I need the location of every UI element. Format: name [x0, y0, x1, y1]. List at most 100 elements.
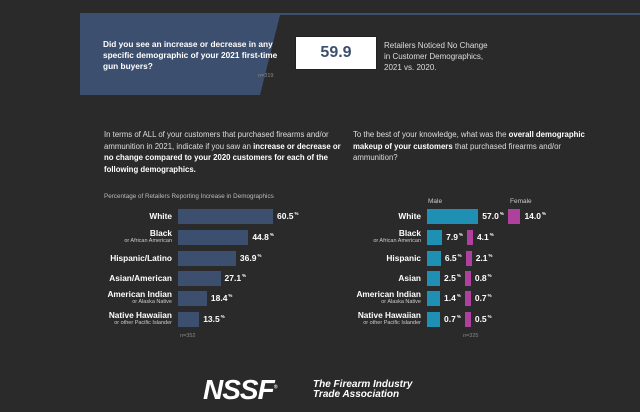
- value-number: 4.1: [476, 232, 489, 242]
- bar-row: Native Hawaiian or other Pacific Islander…: [315, 310, 492, 328]
- category-label: Asian: [398, 273, 421, 283]
- unit: %: [542, 211, 547, 217]
- category-label: Asian/American: [109, 273, 172, 283]
- top-divider: [80, 13, 640, 15]
- category-sublabel: or other Pacific Islander: [363, 320, 421, 326]
- question-text: that purchased firearms and/or ammunitio…: [353, 141, 562, 163]
- female-header: Female: [510, 198, 532, 205]
- nssf-logo: NSSF®: [203, 374, 277, 405]
- value-number: 18.4: [210, 293, 228, 303]
- category-label: American Indian: [107, 289, 172, 299]
- bar-label: Asian: [315, 274, 421, 282]
- bar-label: White: [315, 212, 421, 220]
- value-number: 6.5: [444, 253, 457, 263]
- bar-row: Black or African American 44.8%: [70, 228, 274, 246]
- logo-text: NSSF: [203, 374, 275, 405]
- bar-label: American Indian or Alaska Native: [315, 290, 421, 306]
- unit: %: [487, 273, 492, 279]
- unit: %: [269, 232, 274, 238]
- female-bar: [464, 270, 471, 286]
- tagline-line: Trade Association: [313, 389, 400, 400]
- male-header: Male: [428, 198, 443, 205]
- category-label: Hispanic/Latino: [110, 253, 172, 263]
- bar-row: Hispanic/Latino 36.9%: [70, 249, 261, 267]
- question-text: To the best of your knowledge, what was …: [353, 130, 509, 139]
- category-label: Black: [149, 228, 172, 238]
- bar-label: White: [70, 212, 172, 220]
- male-bar: [427, 208, 479, 224]
- unit: %: [456, 314, 461, 320]
- value-number: 44.8: [252, 232, 269, 242]
- question-text: In terms of ALL of your customers that p…: [104, 130, 329, 151]
- bar-label: American Indian or Alaska Native: [70, 290, 172, 306]
- unit: %: [228, 293, 233, 299]
- unit: %: [489, 232, 494, 238]
- bar-label: Native Hawaiian or other Pacific Islander: [70, 311, 172, 327]
- bar-label: Black or African American: [315, 229, 421, 245]
- bar-row: Asian/American 27.1%: [70, 269, 246, 287]
- value-number: 60.5: [276, 211, 294, 221]
- stat-line: Retailers Noticed No Change: [384, 41, 488, 50]
- value-number: 0.7: [474, 293, 487, 303]
- value-label: 36.9%: [240, 253, 262, 263]
- male-bar: [427, 311, 440, 327]
- unit: %: [220, 314, 225, 320]
- left-n: n=352: [180, 333, 196, 339]
- value-label: 57.0%: [482, 211, 504, 221]
- unit: %: [488, 253, 493, 259]
- value-label: 0.7%: [475, 293, 492, 303]
- tagline-line: The Firearm Industry: [313, 379, 413, 390]
- value-number: 57.0: [482, 211, 499, 221]
- male-bar: [427, 229, 443, 245]
- bar-row: Hispanic 6.5% 2.1%: [315, 249, 493, 267]
- value-number: 2.1: [475, 253, 488, 263]
- left-chart-title: Percentage of Retailers Reporting Increa…: [104, 193, 274, 200]
- category-label: Native Hawaiian: [108, 310, 172, 320]
- female-bar: [466, 229, 473, 245]
- category-label: White: [398, 211, 421, 221]
- category-label: Hispanic: [386, 253, 421, 263]
- value-label: 0.5%: [475, 314, 492, 324]
- stat-text: Retailers Noticed No Change in Customer …: [384, 40, 488, 73]
- question-panel: [80, 15, 280, 95]
- male-bar: [427, 250, 441, 266]
- category-sublabel: or African American: [373, 238, 421, 244]
- unit: %: [487, 293, 492, 299]
- value-label: 44.8%: [252, 232, 274, 242]
- bar: [178, 229, 249, 245]
- tagline: The Firearm Industry Trade Association: [313, 380, 412, 400]
- top-question: Did you see an increase or decrease in a…: [103, 39, 278, 71]
- unit: %: [456, 293, 461, 299]
- bar-label: Hispanic: [315, 254, 421, 262]
- bar-row: American Indian or Alaska Native 18.4%: [70, 289, 232, 307]
- female-bar: [464, 290, 471, 306]
- bar: [178, 208, 273, 224]
- unit: %: [458, 232, 463, 238]
- value-label: 6.5%: [445, 253, 462, 263]
- value-label: 18.4%: [211, 293, 233, 303]
- category-label: White: [149, 211, 172, 221]
- value-label: 14.0%: [524, 211, 546, 221]
- value-label: 27.1%: [225, 273, 247, 283]
- bar: [178, 290, 207, 306]
- unit: %: [456, 273, 461, 279]
- male-bar: [427, 270, 440, 286]
- question-bold: increase or decrease or no change compar…: [104, 141, 341, 174]
- value-number: 27.1: [224, 273, 242, 283]
- stat-line: 2021 vs. 2020.: [384, 63, 437, 72]
- category-label: Native Hawaiian: [357, 310, 421, 320]
- bar-row: Black or African American 7.9% 4.1%: [315, 228, 494, 246]
- bar-label: Hispanic/Latino: [70, 254, 172, 262]
- bar-label: Asian/American: [70, 274, 172, 282]
- value-label: 60.5%: [277, 211, 299, 221]
- bar-label: Black or African American: [70, 229, 172, 245]
- unit: %: [294, 211, 299, 217]
- unit: %: [457, 253, 462, 259]
- bar-row: White 57.0% 14.0%: [315, 207, 546, 225]
- value-label: 2.5%: [444, 273, 461, 283]
- category-label: American Indian: [356, 289, 421, 299]
- unit: %: [499, 211, 504, 217]
- top-n: n=319: [258, 73, 274, 79]
- male-bar: [427, 290, 440, 306]
- value-number: 7.9: [446, 232, 458, 242]
